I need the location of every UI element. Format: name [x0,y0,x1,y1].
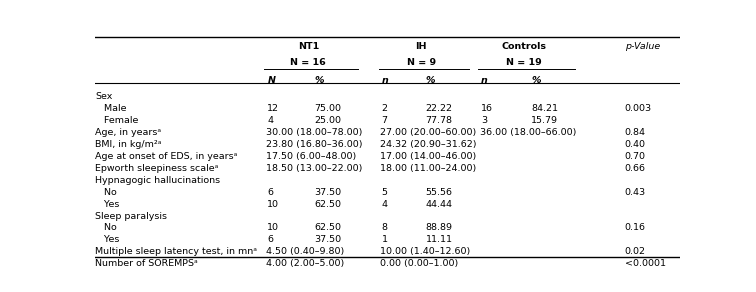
Text: 2: 2 [382,104,388,113]
Text: 0.16: 0.16 [624,223,646,232]
Text: 24.32 (20.90–31.62): 24.32 (20.90–31.62) [380,140,477,149]
Text: 4: 4 [268,116,274,125]
Text: 0.02: 0.02 [624,247,646,256]
Text: 4.00 (2.00–5.00): 4.00 (2.00–5.00) [265,259,344,268]
Text: Female: Female [95,116,138,125]
Text: 25.00: 25.00 [314,116,341,125]
Text: 62.50: 62.50 [314,223,341,232]
Text: 16: 16 [481,104,493,113]
Text: NT1: NT1 [298,42,319,51]
Text: 27.00 (20.00–60.00): 27.00 (20.00–60.00) [380,128,477,137]
Text: 88.89: 88.89 [426,223,453,232]
Text: 17.50 (6.00–48.00): 17.50 (6.00–48.00) [265,152,356,161]
Text: 18.50 (13.00–22.00): 18.50 (13.00–22.00) [265,164,362,173]
Text: N = 19: N = 19 [506,58,541,67]
Text: 37.50: 37.50 [314,188,342,197]
Text: No: No [95,223,117,232]
Text: N: N [268,76,275,84]
Text: 10: 10 [268,223,279,232]
Text: BMI, in kg/m²ᵃ: BMI, in kg/m²ᵃ [95,140,162,149]
Text: 0.00 (0.00–1.00): 0.00 (0.00–1.00) [380,259,459,268]
Text: %: % [531,76,541,84]
Text: Yes: Yes [95,200,119,208]
Text: 55.56: 55.56 [426,188,453,197]
Text: Controls: Controls [501,42,546,51]
Text: 44.44: 44.44 [426,200,453,208]
Text: 17.00 (14.00–46.00): 17.00 (14.00–46.00) [380,152,477,161]
Text: <0.0001: <0.0001 [624,259,666,268]
Text: n: n [481,76,488,84]
Text: 10.00 (1.40–12.60): 10.00 (1.40–12.60) [380,247,471,256]
Text: 3: 3 [481,116,488,125]
Text: Number of SOREMPSᵃ: Number of SOREMPSᵃ [95,259,198,268]
Text: n: n [382,76,389,84]
Text: 8: 8 [382,223,388,232]
Text: 12: 12 [268,104,279,113]
Text: 0.003: 0.003 [624,104,652,113]
Text: 22.22: 22.22 [426,104,453,113]
Text: 84.21: 84.21 [531,104,558,113]
Text: 7: 7 [382,116,388,125]
Text: Sex: Sex [95,92,113,101]
Text: Hypnagogic hallucinations: Hypnagogic hallucinations [95,176,220,185]
Text: 18.00 (11.00–24.00): 18.00 (11.00–24.00) [380,164,477,173]
Text: 0.84: 0.84 [624,128,646,137]
Text: 1: 1 [382,235,388,244]
Text: Multiple sleep latency test, in mnᵃ: Multiple sleep latency test, in mnᵃ [95,247,257,256]
Text: Yes: Yes [95,235,119,244]
Text: 37.50: 37.50 [314,235,342,244]
Text: Male: Male [95,104,126,113]
Text: No: No [95,188,117,197]
Text: 11.11: 11.11 [426,235,453,244]
Text: %: % [426,76,435,84]
Text: %: % [314,76,324,84]
Text: 4: 4 [382,200,388,208]
Text: N = 9: N = 9 [407,58,435,67]
Text: Sleep paralysis: Sleep paralysis [95,211,167,220]
Text: N = 16: N = 16 [290,58,327,67]
Text: 0.43: 0.43 [624,188,646,197]
Text: p-Value: p-Value [624,42,660,51]
Text: 4.50 (0.40–9.80): 4.50 (0.40–9.80) [265,247,344,256]
Text: 75.00: 75.00 [314,104,341,113]
Text: 62.50: 62.50 [314,200,341,208]
Text: 0.40: 0.40 [624,140,646,149]
Text: 6: 6 [268,235,274,244]
Text: Epworth sleepiness scaleᵃ: Epworth sleepiness scaleᵃ [95,164,218,173]
Text: 36.00 (18.00–66.00): 36.00 (18.00–66.00) [480,128,576,137]
Text: 5: 5 [382,188,388,197]
Text: 0.66: 0.66 [624,164,646,173]
Text: Age at onset of EDS, in yearsᵃ: Age at onset of EDS, in yearsᵃ [95,152,237,161]
Text: 23.80 (16.80–36.00): 23.80 (16.80–36.00) [265,140,362,149]
Text: Age, in yearsᵃ: Age, in yearsᵃ [95,128,161,137]
Text: 10: 10 [268,200,279,208]
Text: 0.70: 0.70 [624,152,646,161]
Text: IH: IH [415,42,427,51]
Text: 6: 6 [268,188,274,197]
Text: 77.78: 77.78 [426,116,453,125]
Text: 30.00 (18.00–78.00): 30.00 (18.00–78.00) [265,128,362,137]
Text: 15.79: 15.79 [531,116,558,125]
